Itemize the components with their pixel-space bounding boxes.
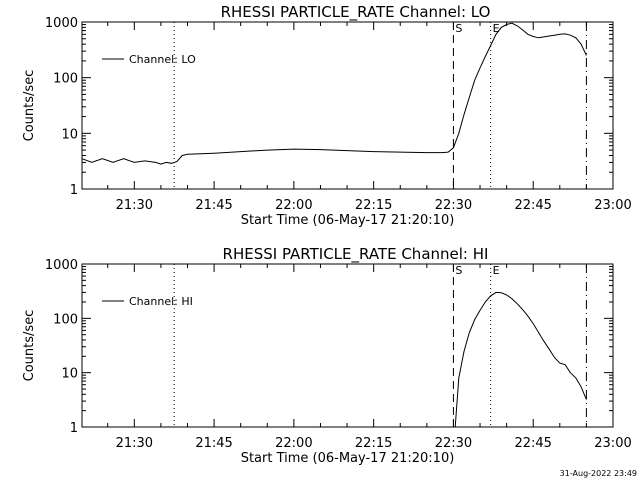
y-tick-label: 100 [53,72,78,87]
y-axis-label: Counts/sec [22,310,37,382]
annotation-label: E [493,22,500,35]
x-axis-label: Start Time (06-May-17 21:20:10) [241,213,455,228]
x-tick-label: 22:30 [435,436,472,451]
y-axis-label: Counts/sec [22,70,37,142]
x-tick-label: 22:00 [275,198,312,213]
x-tick-label: 22:45 [514,198,551,213]
x-tick-label: 22:45 [514,436,551,451]
series-line [81,22,587,165]
annotation-label: E [493,264,500,277]
y-tick-label: 1 [70,183,78,198]
chart-title: RHESSI PARTICLE_RATE Channel: HI [223,245,489,264]
y-tick-label: 100 [53,312,78,327]
plot-frame [81,263,614,428]
y-tick-label: 1 [70,421,78,436]
legend-label: Channel: LO [129,53,196,66]
x-tick-label: 22:15 [355,436,392,451]
generated-timestamp: 31-Aug-2022 23:49 [560,469,637,478]
panel-hi: RHESSI PARTICLE_RATE Channel: HI 21:30 21:… [22,245,632,466]
annotation-label: S [455,264,462,277]
annotation-label: S [455,22,462,35]
x-tick-label: 23:00 [594,436,631,451]
x-tick-label: 21:45 [195,198,232,213]
x-tick-label: 22:30 [435,198,472,213]
y-tick-label: 10 [61,127,78,142]
x-tick-label: 21:30 [116,198,153,213]
x-tick-label: 21:30 [116,436,153,451]
series-line [454,291,587,428]
x-tick-label: 23:00 [594,198,631,213]
x-axis-label: Start Time (06-May-17 21:20:10) [241,451,455,466]
x-tick-label: 22:00 [275,436,312,451]
y-tick-label: 1000 [45,16,78,31]
chart-title: RHESSI PARTICLE_RATE Channel: LO [221,3,491,22]
x-tick-label: 22:15 [355,198,392,213]
x-tick-label: 21:45 [195,436,232,451]
panel-lo: RHESSI PARTICLE_RATE Channel: LO 21:30 21:… [22,3,632,228]
y-tick-label: 1000 [45,258,78,273]
y-tick-label: 10 [61,367,78,382]
legend-label: Channel: HI [129,295,193,308]
